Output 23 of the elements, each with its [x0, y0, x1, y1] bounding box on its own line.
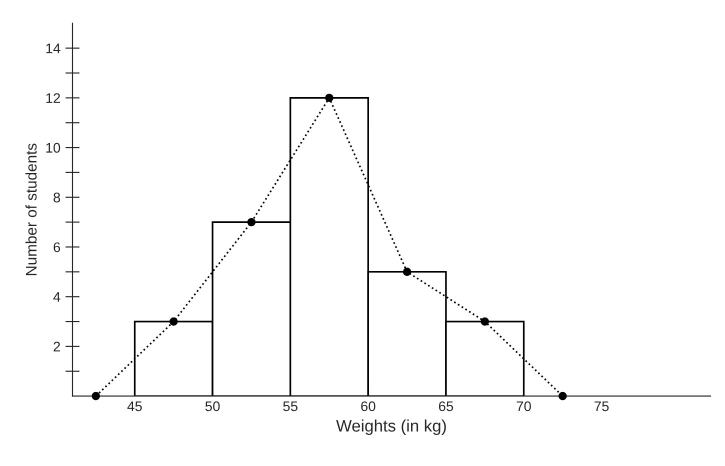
y-axis-title: Number of students	[25, 144, 37, 276]
point	[92, 392, 100, 400]
x-tick-label: 45	[127, 401, 142, 412]
y-tick-label: 6	[54, 242, 60, 252]
y-tick-label: 4	[53, 292, 60, 302]
y-tick-label: 12	[46, 93, 60, 103]
x-tick-label: 60	[361, 401, 376, 412]
x-tick-label: 70	[516, 401, 531, 412]
y-tick-label: 8	[54, 192, 60, 202]
point	[169, 317, 178, 326]
x-tick-label: 75	[594, 401, 609, 412]
y-tick-label: 14	[46, 44, 60, 54]
y-tick-label: 2	[54, 342, 60, 352]
point	[402, 268, 412, 276]
x-tick-label: 65	[438, 401, 454, 412]
point	[558, 392, 567, 400]
point	[325, 94, 334, 102]
point	[247, 218, 256, 226]
point	[480, 317, 490, 326]
x-tick-label: 50	[205, 401, 220, 412]
x-axis-title: Weights (in kg)	[336, 419, 446, 435]
x-tick-label: 55	[283, 401, 298, 412]
y-tick-label: 10	[46, 142, 60, 153]
